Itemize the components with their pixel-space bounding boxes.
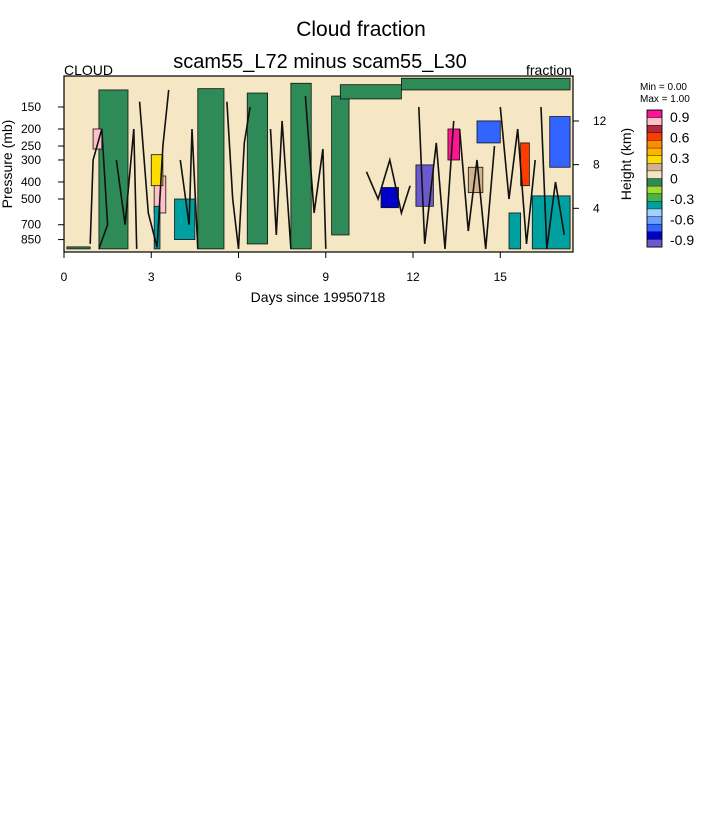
colorbar-swatch <box>646 155 663 164</box>
colorbar-label: 0.9 <box>670 109 690 125</box>
colorbar-swatch <box>646 147 663 157</box>
colorbar-swatch <box>646 223 663 233</box>
height-tick-label: 4 <box>593 201 600 215</box>
contour-line <box>269 120 292 249</box>
contour-line <box>365 156 411 217</box>
contour-line <box>304 96 327 249</box>
colorbar: 0.9 0.6 0.3 0 -0.3 -0.6 -0.9 <box>646 109 694 248</box>
x-tick-label: 12 <box>406 270 420 284</box>
x-tick-label: 15 <box>494 270 508 284</box>
y-tick-label: 850 <box>21 233 41 247</box>
height-axis-title: Height (km) <box>618 128 634 200</box>
contour-line <box>115 128 138 249</box>
x-axis-title: Days since 19950718 <box>251 289 386 305</box>
colorbar-label: -0.9 <box>670 232 694 248</box>
contour-region <box>549 116 571 168</box>
colorbar-label: 0.3 <box>670 150 690 166</box>
contour-line <box>138 89 170 248</box>
x-tick-label: 9 <box>322 270 329 284</box>
y-tick-label: 400 <box>21 175 41 189</box>
colorbar-swatch <box>646 178 663 187</box>
main-title: Cloud fraction <box>296 18 426 41</box>
colorbar-swatch <box>646 201 663 210</box>
colorbar-swatch <box>646 208 663 218</box>
contour-region <box>447 128 460 161</box>
contour-line <box>499 106 536 244</box>
y-tick-label: 200 <box>21 122 41 136</box>
contour-region <box>197 88 225 250</box>
colorbar-swatch <box>646 216 663 225</box>
x-tick-label: 6 <box>235 270 242 284</box>
colorbar-frame <box>646 109 663 248</box>
plot-frame <box>63 75 574 253</box>
colorbar-label: 0 <box>670 171 678 187</box>
height-tick-label: 12 <box>593 114 607 128</box>
contour-region <box>531 195 571 250</box>
contour-region <box>331 95 350 236</box>
contour-region <box>153 205 161 250</box>
colorbar-swatch <box>646 140 663 149</box>
colorbar-swatch <box>646 170 663 179</box>
contour-line <box>226 101 251 249</box>
y-axis-title: Pressure (mb) <box>0 120 15 209</box>
height-axis: 12 8 4 <box>573 114 607 215</box>
contour-region <box>174 198 196 240</box>
colorbar-label: 0.6 <box>670 129 690 145</box>
y-tick-label: 250 <box>21 139 41 153</box>
colorbar-swatch <box>646 117 663 126</box>
contour-region <box>150 154 164 187</box>
y-tick-label: 700 <box>21 218 41 232</box>
colorbar-swatch <box>646 185 663 195</box>
y-tick-label: 300 <box>21 153 41 167</box>
colorbar-label: -0.3 <box>670 191 694 207</box>
y-tick-label: 500 <box>21 192 41 206</box>
subtitle: scam55_L72 minus scam55_L30 <box>173 51 467 73</box>
contour-region <box>508 212 522 250</box>
x-tick-label: 3 <box>148 270 155 284</box>
contour-line <box>418 106 455 249</box>
x-axis: 0 3 6 9 12 15 <box>61 252 508 284</box>
colorbar-swatch <box>646 231 663 240</box>
contour-region <box>66 246 91 250</box>
contour-region <box>246 92 269 245</box>
contour-lines <box>89 89 566 250</box>
colorbar-label: -0.6 <box>670 212 694 228</box>
variable-label: CLOUD <box>64 62 114 78</box>
colorbar-swatch <box>646 125 663 134</box>
contour-region <box>290 82 312 250</box>
units-label: fraction <box>526 62 572 78</box>
contour-region <box>415 164 434 207</box>
min-max-readout: Min = 0.00 Max = 1.00 <box>640 82 690 106</box>
contour-line <box>89 128 109 250</box>
max-label: Max = 1.00 <box>640 94 690 105</box>
colorbar-swatch <box>646 239 663 248</box>
colorbar-swatch <box>646 132 663 141</box>
colorbar-swatch <box>646 109 663 119</box>
contour-region <box>476 120 501 144</box>
contour-region <box>98 89 129 250</box>
contour-region <box>339 84 402 100</box>
min-label: Min = 0.00 <box>640 82 687 93</box>
y-tick-label: 150 <box>21 100 41 114</box>
contour-line <box>179 128 199 249</box>
contour-line <box>458 128 496 249</box>
x-tick-label: 0 <box>61 270 68 284</box>
height-tick-label: 8 <box>593 158 600 172</box>
colorbar-swatch <box>646 163 663 172</box>
contour-fill-regions <box>66 77 571 250</box>
contour-region <box>400 77 571 91</box>
colorbar-swatch <box>646 193 663 202</box>
contour-line <box>540 106 566 250</box>
